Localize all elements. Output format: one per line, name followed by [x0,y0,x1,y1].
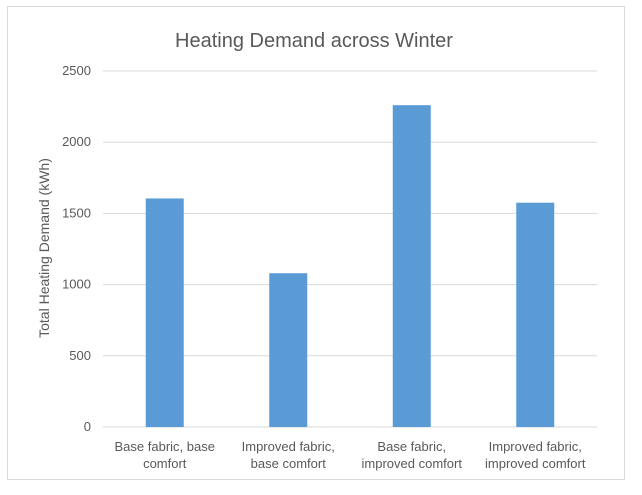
y-axis-label: Total Heating Demand (kWh) [36,158,52,338]
category-label: improved comfort [362,456,463,471]
y-tick-labels: 0 500 1000 1500 2000 2500 [62,63,91,434]
category-label: Base fabric, [377,439,446,454]
y-tick-label: 2000 [62,134,91,149]
y-tick-label: 500 [69,348,91,363]
gridlines [103,70,597,428]
bar [269,273,308,427]
y-tick-label: 1500 [62,205,91,220]
y-tick-label: 2500 [62,63,91,78]
category-labels: Base fabric, base comfort Improved fabric,… [115,439,586,471]
category-label: base comfort [251,456,327,471]
bar-chart: Heating Demand across Winter Total Heati… [36,30,597,471]
category-label: Improved fabric, [242,439,335,454]
bars [145,105,555,428]
y-tick-label: 1000 [62,277,91,292]
category-label: Improved fabric, [489,439,582,454]
chart-frame: Heating Demand across Winter Total Heati… [7,6,625,480]
category-label: improved comfort [485,456,586,471]
y-tick-label: 0 [84,419,91,434]
chart-title: Heating Demand across Winter [175,30,453,52]
bar [145,198,184,427]
category-label: Base fabric, base [115,439,215,454]
bar [392,105,431,428]
bar [516,202,555,427]
category-label: comfort [143,456,187,471]
